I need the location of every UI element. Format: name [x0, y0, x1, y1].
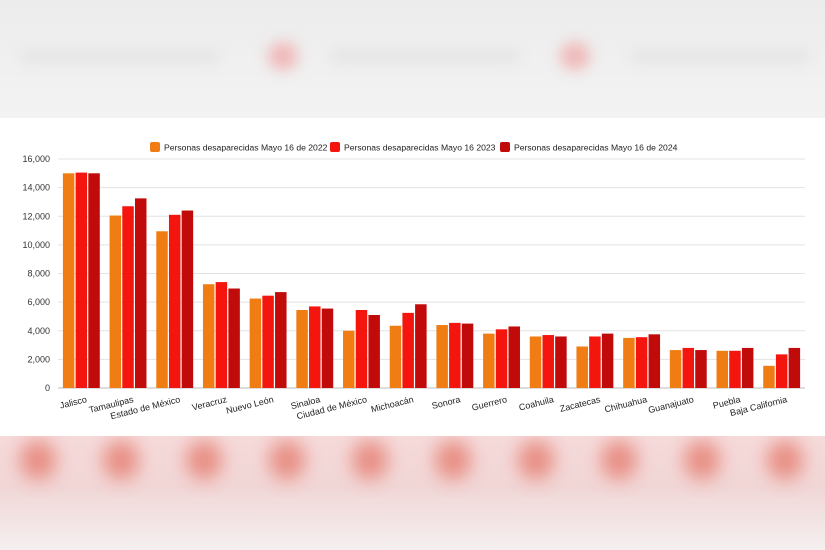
x-tick-label: Jalisco — [59, 394, 88, 410]
bar-1-jalisco — [62, 173, 75, 388]
bar-3-ciudad-de-méxico — [368, 315, 380, 388]
x-tick-label: Zacatecas — [559, 394, 602, 414]
y-tick-label: 6,000 — [27, 297, 50, 307]
bar-1-ciudad-de-méxico — [343, 330, 355, 388]
bar-1-estado-de-méxico — [156, 231, 168, 388]
blurred-text — [20, 48, 220, 64]
blurred-shape — [103, 440, 139, 480]
legend-label[interactable]: Personas desaparecidas Mayo 16 2023 — [344, 143, 496, 153]
bar-3-estado-de-méxico — [181, 210, 194, 388]
bar-3-baja-california — [788, 347, 801, 388]
bar-3-tamaulipas — [134, 198, 147, 388]
bar-1-zacatecas — [576, 346, 588, 388]
bar-1-guanajuato — [669, 350, 682, 388]
blurred-shape — [186, 440, 222, 480]
bar-1-chihuahua — [623, 337, 635, 388]
bar-3-nuevo-león — [275, 292, 287, 388]
bar-2-zacatecas — [589, 336, 601, 388]
legend: Personas desaparecidas Mayo 16 de 2022 Pe… — [150, 142, 678, 153]
blurred-text — [330, 48, 520, 64]
y-axis-ticks: 0 2,000 4,000 6,000 8,000 10,000 12,000 14,000 1… — [22, 154, 50, 393]
bar-2-estado-de-méxico — [168, 214, 181, 388]
x-tick-label: Guerrero — [471, 394, 508, 412]
y-tick-label: 10,000 — [22, 240, 50, 250]
bar-1-veracruz — [202, 284, 215, 388]
x-tick-label: Nuevo León — [225, 394, 275, 415]
bar-3-michoacán — [415, 304, 427, 388]
bar-2-sinaloa — [309, 306, 321, 388]
y-tick-label: 14,000 — [22, 183, 50, 193]
bar-2-sonora — [449, 322, 461, 388]
blurred-page-header — [0, 0, 825, 118]
blurred-shape — [601, 440, 637, 480]
blurred-shape — [435, 440, 471, 480]
y-tick-label: 2,000 — [27, 354, 50, 364]
bar-1-sinaloa — [296, 309, 308, 388]
legend-swatch — [150, 142, 160, 152]
bar-2-guanajuato — [682, 347, 695, 388]
x-tick-label: Sonora — [431, 394, 462, 411]
bar-2-baja-california — [775, 354, 788, 388]
bar-chart: 0 2,000 4,000 6,000 8,000 10,000 12,000 14,000 1… — [22, 142, 805, 421]
bar-3-sonora — [461, 323, 474, 388]
x-tick-label: Veracruz — [191, 394, 228, 412]
blurred-shape — [684, 440, 720, 480]
x-tick-label: Chihuahua — [603, 394, 648, 414]
bar-3-puebla — [741, 347, 754, 388]
blurred-shape — [767, 440, 803, 480]
bar-3-jalisco — [88, 173, 100, 388]
legend-swatch — [500, 142, 510, 152]
bar-3-coahuila — [555, 336, 567, 388]
blurred-shape — [269, 440, 305, 480]
bar-3-chihuahua — [648, 334, 661, 388]
bar-1-tamaulipas — [109, 215, 122, 388]
y-tick-label: 8,000 — [27, 269, 50, 279]
bar-2-guerrero — [495, 329, 508, 388]
bar-2-michoacán — [402, 312, 414, 388]
bar-2-coahuila — [542, 335, 554, 388]
y-tick-label: 16,000 — [22, 154, 50, 164]
blurred-page-footer — [0, 436, 825, 550]
blurred-logo — [560, 42, 590, 70]
bar-2-veracruz — [215, 282, 228, 388]
bars — [62, 172, 801, 388]
bar-1-baja-california — [763, 365, 775, 388]
blurred-shape — [518, 440, 554, 480]
bar-1-michoacán — [389, 325, 402, 388]
bar-3-zacatecas — [601, 333, 614, 388]
bar-3-guerrero — [508, 326, 520, 388]
bar-3-sinaloa — [321, 308, 334, 388]
legend-label[interactable]: Personas desaparecidas Mayo 16 de 2024 — [514, 143, 678, 153]
bar-1-nuevo-león — [249, 298, 262, 388]
bar-3-veracruz — [228, 288, 240, 388]
blurred-text — [630, 48, 810, 64]
legend-swatch — [330, 142, 340, 152]
bar-2-nuevo-león — [262, 295, 274, 388]
bar-1-guerrero — [483, 333, 495, 388]
x-tick-label: Michoacán — [370, 394, 415, 414]
chart-panel: 0 2,000 4,000 6,000 8,000 10,000 12,000 14,000 1… — [0, 118, 825, 436]
bar-2-tamaulipas — [122, 206, 134, 388]
x-tick-label: Coahuila — [518, 394, 555, 412]
x-tick-label: Guanajuato — [647, 394, 695, 415]
bar-1-coahuila — [529, 336, 542, 388]
blurred-logo — [268, 42, 298, 70]
bar-2-ciudad-de-méxico — [355, 309, 368, 388]
bar-2-jalisco — [75, 172, 88, 388]
bar-3-guanajuato — [695, 350, 707, 388]
bar-2-chihuahua — [635, 337, 648, 388]
blurred-shape — [352, 440, 388, 480]
bar-1-sonora — [436, 325, 448, 388]
y-tick-label: 0 — [45, 383, 50, 393]
bar-2-puebla — [729, 350, 741, 388]
blurred-shape — [20, 440, 56, 480]
legend-label[interactable]: Personas desaparecidas Mayo 16 de 2022 — [164, 143, 328, 153]
y-tick-label: 4,000 — [27, 326, 50, 336]
bar-1-puebla — [716, 350, 729, 388]
y-tick-label: 12,000 — [22, 211, 50, 221]
